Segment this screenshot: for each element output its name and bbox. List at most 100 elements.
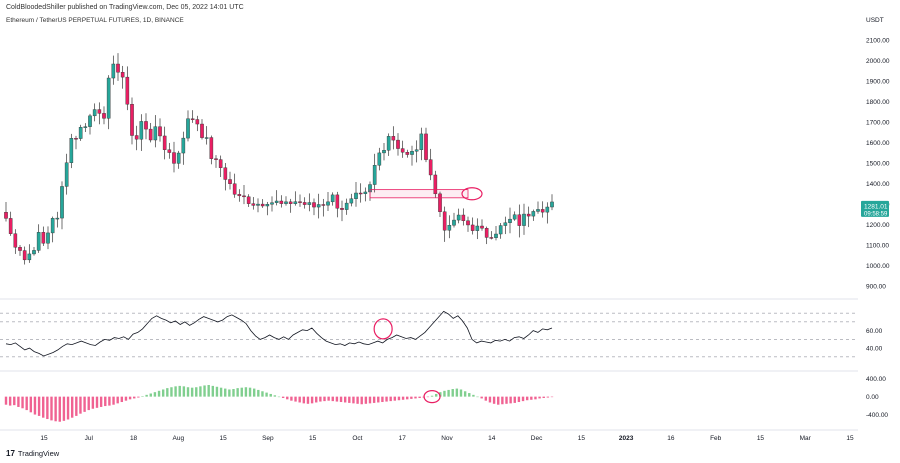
histogram-bar (112, 396, 115, 405)
histogram-bar (25, 396, 28, 411)
histogram-bar (133, 396, 136, 399)
candle-body (452, 219, 456, 226)
histogram-bar (236, 388, 239, 397)
candle-body (503, 222, 508, 226)
candle-body (391, 136, 396, 141)
candle-body (386, 136, 391, 151)
candle-body (64, 162, 69, 187)
histogram-bar (538, 396, 541, 399)
x-tick-label: 15 (309, 435, 317, 442)
histogram-bar (401, 396, 405, 400)
histogram-bar (385, 396, 388, 402)
histogram-bar (203, 385, 206, 397)
candle-body (330, 194, 335, 203)
histogram-tick-label: -400.00 (866, 412, 888, 419)
rsi-tick-label: 40.00 (866, 346, 883, 353)
tradingview-brand-label: TradingView (17, 449, 60, 458)
histogram-bar (228, 389, 231, 397)
histogram-bar (277, 396, 281, 398)
price-tick-label: 2000.00 (866, 58, 890, 65)
histogram-bar (66, 396, 70, 420)
histogram-bar (488, 396, 492, 403)
histogram-bar (195, 387, 198, 397)
candle-body (419, 133, 424, 150)
candle-body (526, 213, 531, 217)
histogram-bar (269, 393, 272, 397)
price-tick-label: 1000.00 (866, 263, 890, 270)
candle-body (218, 159, 223, 168)
histogram-bar (343, 396, 347, 403)
price-tick-label: 2100.00 (866, 38, 890, 45)
histogram-bar (546, 396, 550, 398)
histogram-bar (542, 396, 545, 398)
histogram-bar (153, 392, 157, 397)
histogram-bar (348, 396, 351, 403)
candle-body (74, 138, 78, 140)
histogram-bar (58, 396, 61, 422)
candle-body (512, 214, 517, 220)
histogram-bar (472, 394, 475, 397)
histogram-bar (124, 396, 128, 401)
candle-body (405, 152, 410, 155)
candle-body (158, 126, 162, 137)
histogram-bar (447, 389, 450, 397)
candle-body (466, 220, 470, 226)
candle-body (36, 232, 41, 251)
histogram-bar (166, 388, 169, 397)
tradingview-brand[interactable]: 17 TradingView (6, 449, 59, 458)
candle-body (335, 194, 340, 209)
histogram-bar (389, 396, 392, 402)
candle-body (312, 202, 316, 208)
price-tick-label: 1200.00 (866, 222, 890, 229)
currency-label: USDT (866, 17, 884, 24)
histogram-bar (141, 396, 144, 397)
candle-body (475, 225, 480, 231)
candle-body (106, 77, 111, 119)
candle-body (540, 209, 545, 213)
candle-body (88, 115, 92, 127)
last-price-badge (861, 200, 889, 217)
histogram-bar (525, 396, 529, 401)
symbol-legend[interactable]: Ethereum / TetherUS PERPETUAL FUTURES, 1… (6, 17, 184, 24)
candle-body (190, 118, 195, 120)
candle-body (139, 121, 144, 140)
histogram-bar (327, 396, 330, 401)
candle-body (18, 247, 22, 251)
histogram-bar (199, 386, 202, 397)
histogram-bar (459, 389, 463, 397)
x-tick-label: 16 (667, 435, 675, 442)
histogram-bar (434, 393, 438, 397)
candle-body (260, 203, 265, 207)
histogram-bar (83, 396, 86, 412)
candle-body (288, 201, 293, 204)
candle-body (41, 232, 46, 244)
histogram-bar (149, 393, 152, 397)
histogram-bar (290, 396, 293, 401)
histogram-bar (232, 389, 235, 397)
histogram-bar (281, 396, 285, 398)
candle-body (237, 194, 242, 197)
histogram-bar (368, 396, 372, 404)
histogram-bar (252, 388, 256, 397)
candle-body (153, 126, 158, 141)
candle-body (302, 202, 307, 205)
rsi-tick-label: 60.00 (866, 328, 883, 335)
histogram-bar (451, 389, 454, 397)
candle-body (251, 203, 256, 206)
candle-body (162, 135, 167, 150)
candle-body (494, 233, 498, 238)
rsi-line (5, 310, 553, 357)
histogram-bar (517, 396, 521, 403)
candle-body (4, 212, 8, 219)
candle-body (22, 250, 27, 261)
candle-body (372, 165, 377, 185)
countdown-label: 09:58:59 (864, 211, 888, 217)
x-tick-label: 15 (40, 435, 48, 442)
last-price-label: 1281.01 (864, 203, 888, 210)
histogram-bar (244, 387, 248, 397)
candle-body (480, 225, 484, 229)
histogram-bar (509, 396, 512, 404)
histogram-bar (410, 396, 413, 399)
histogram-annotation-circle (423, 390, 441, 404)
